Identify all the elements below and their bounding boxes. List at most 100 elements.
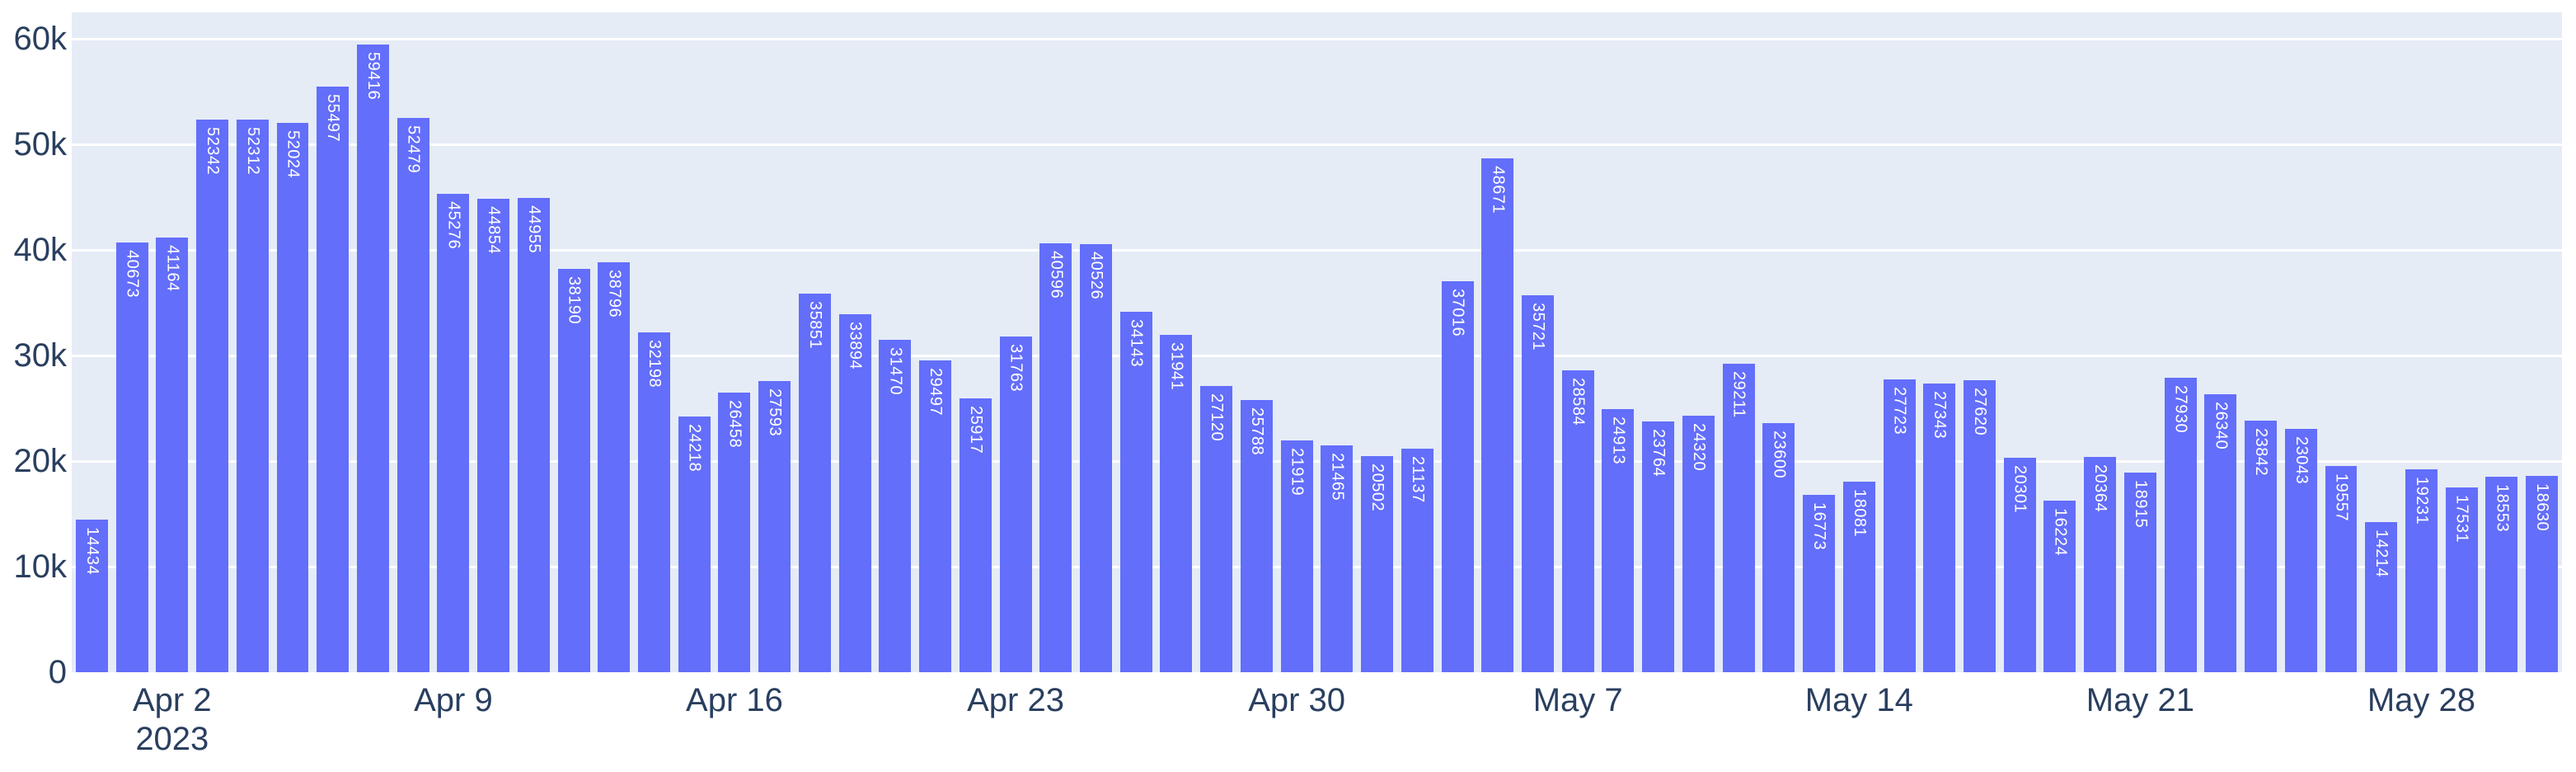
bar-2023-04-25[interactable]: 40526 [1080, 244, 1112, 672]
bar-value-label: 21919 [1288, 448, 1307, 497]
y-axis-tick-label: 20k [13, 443, 68, 479]
bar-2023-05-02[interactable]: 20502 [1361, 455, 1394, 672]
bar-2023-04-24[interactable]: 40596 [1039, 243, 1072, 672]
bar-2023-04-13[interactable]: 38796 [598, 262, 631, 672]
bar-2023-04-05[interactable]: 52024 [276, 123, 309, 672]
bar-2023-05-16[interactable]: 27343 [1923, 384, 1956, 672]
bar-2023-05-03[interactable]: 21137 [1401, 449, 1433, 672]
bar-2023-05-31[interactable]: 18630 [2526, 475, 2559, 672]
bar-2023-05-07[interactable]: 28584 [1561, 370, 1594, 672]
bar-value-label: 29211 [1729, 371, 1748, 418]
bar-value-label: 16773 [1810, 502, 1829, 551]
gridline-40k [72, 248, 2562, 252]
y-axis-tick-label: 0 [48, 654, 67, 690]
bar-2023-05-22[interactable]: 27930 [2164, 377, 2197, 672]
bar-2023-05-10[interactable]: 24320 [1682, 415, 1715, 672]
bar-2023-04-14[interactable]: 32198 [638, 332, 670, 672]
bar-value-label: 29497 [927, 368, 945, 417]
bar-2023-04-22[interactable]: 25917 [959, 398, 992, 672]
bar-2023-05-24[interactable]: 23842 [2245, 420, 2278, 672]
bar-2023-05-11[interactable]: 29211 [1722, 364, 1755, 672]
bar-value-label: 14214 [2372, 530, 2391, 578]
bar-2023-05-09[interactable]: 23764 [1642, 421, 1675, 672]
x-tick-date: Apr 23 [967, 682, 1064, 718]
gridline-50k [72, 143, 2562, 146]
bar-2023-04-19[interactable]: 33894 [838, 314, 871, 672]
bar-2023-04-04[interactable]: 52312 [236, 120, 269, 672]
bar-2023-05-14[interactable]: 18081 [1842, 481, 1875, 672]
bar-2023-04-17[interactable]: 27593 [758, 380, 791, 672]
bar-value-label: 19231 [2412, 476, 2431, 525]
bar-2023-05-19[interactable]: 16224 [2043, 501, 2076, 672]
bar-2023-04-18[interactable]: 35851 [798, 294, 831, 672]
bar-2023-05-29[interactable]: 17531 [2445, 487, 2478, 672]
bar-value-label: 27593 [766, 388, 785, 436]
bar-value-label: 31763 [1006, 344, 1025, 393]
bar-value-label: 18553 [2493, 483, 2512, 532]
x-axis-tick-label: Apr 2 2023 [73, 681, 271, 759]
bar-2023-05-05[interactable]: 48671 [1481, 158, 1514, 672]
x-tick-year: 2023 [135, 721, 209, 757]
bar-2023-04-08[interactable]: 52479 [396, 118, 429, 672]
y-axis-tick-label: 30k [13, 337, 68, 374]
bar-2023-05-21[interactable]: 18915 [2123, 472, 2156, 672]
bar-value-label: 27343 [1931, 391, 1950, 440]
bar-2023-05-06[interactable]: 35721 [1522, 294, 1554, 672]
bar-value-label: 44854 [485, 205, 504, 254]
bar-2023-05-23[interactable]: 26340 [2204, 393, 2237, 672]
bar-2023-04-07[interactable]: 59416 [356, 45, 389, 672]
bar-value-label: 23764 [1649, 428, 1668, 477]
bar-2023-04-01[interactable]: 40673 [115, 242, 148, 672]
bar-value-label: 24320 [1689, 422, 1708, 471]
bar-value-label: 48671 [1489, 166, 1508, 214]
bar-2023-04-03[interactable]: 52342 [196, 120, 229, 672]
bar-2023-05-08[interactable]: 24913 [1602, 409, 1635, 672]
bar-2023-04-10[interactable]: 44854 [477, 198, 510, 672]
x-tick-date: May 14 [1804, 682, 1913, 718]
bar-value-label: 52312 [243, 127, 262, 176]
bar-2023-05-18[interactable]: 20301 [2003, 458, 2036, 672]
bar-value-label: 18915 [2131, 479, 2150, 529]
bar-2023-05-04[interactable]: 37016 [1441, 281, 1474, 672]
bar-value-label: 16224 [2051, 508, 2070, 557]
bar-value-label: 28584 [1569, 378, 1588, 426]
bar-2023-05-27[interactable]: 14214 [2365, 522, 2398, 672]
bar-2023-05-20[interactable]: 20364 [2084, 457, 2117, 672]
bar-value-label: 25917 [966, 406, 985, 454]
bar-2023-05-25[interactable]: 23043 [2284, 429, 2317, 672]
bar-2023-04-23[interactable]: 31763 [999, 337, 1032, 672]
x-axis-tick-label: Apr 30 [1198, 681, 1396, 720]
bar-value-label: 31470 [886, 347, 905, 396]
x-tick-date: May 28 [2367, 682, 2476, 718]
bar-2023-04-12[interactable]: 38190 [557, 269, 590, 672]
bar-value-label: 20364 [2091, 464, 2110, 513]
bar-2023-04-21[interactable]: 29497 [919, 360, 952, 672]
bar-2023-05-30[interactable]: 18553 [2485, 476, 2518, 672]
bar-2023-05-15[interactable]: 27723 [1883, 379, 1916, 672]
bar-2023-03-31[interactable]: 14434 [75, 520, 108, 672]
bar-2023-04-20[interactable]: 31470 [879, 340, 912, 672]
bar-2023-05-12[interactable]: 23600 [1762, 422, 1795, 672]
bar-2023-04-09[interactable]: 45276 [437, 194, 470, 672]
bar-2023-05-01[interactable]: 21465 [1321, 445, 1354, 672]
x-axis-tick-label: Apr 16 [636, 681, 833, 720]
bar-2023-05-26[interactable]: 19557 [2325, 465, 2358, 672]
bar-value-label: 52024 [284, 130, 303, 179]
bar-value-label: 26340 [2212, 401, 2231, 450]
y-axis: 0 10k 20k 30k 40k 50k 60k [0, 0, 68, 772]
bar-2023-04-28[interactable]: 27120 [1200, 385, 1233, 672]
bar-2023-04-29[interactable]: 25788 [1240, 399, 1273, 672]
bar-2023-05-28[interactable]: 19231 [2405, 468, 2438, 672]
bar-2023-04-02[interactable]: 41164 [156, 238, 189, 672]
bar-value-label: 27723 [1890, 387, 1909, 435]
bar-2023-04-16[interactable]: 26458 [718, 393, 751, 672]
x-axis-tick-label: May 28 [2322, 681, 2520, 720]
bar-2023-04-26[interactable]: 34143 [1119, 311, 1152, 672]
bar-2023-04-30[interactable]: 21919 [1280, 440, 1313, 672]
bar-2023-05-17[interactable]: 27620 [1963, 380, 1996, 672]
bar-2023-04-27[interactable]: 31941 [1160, 335, 1193, 672]
bar-2023-05-13[interactable]: 16773 [1803, 495, 1836, 672]
bar-2023-04-06[interactable]: 55497 [317, 86, 350, 672]
bar-2023-04-15[interactable]: 24218 [678, 417, 711, 672]
bar-2023-04-11[interactable]: 44955 [517, 197, 550, 672]
